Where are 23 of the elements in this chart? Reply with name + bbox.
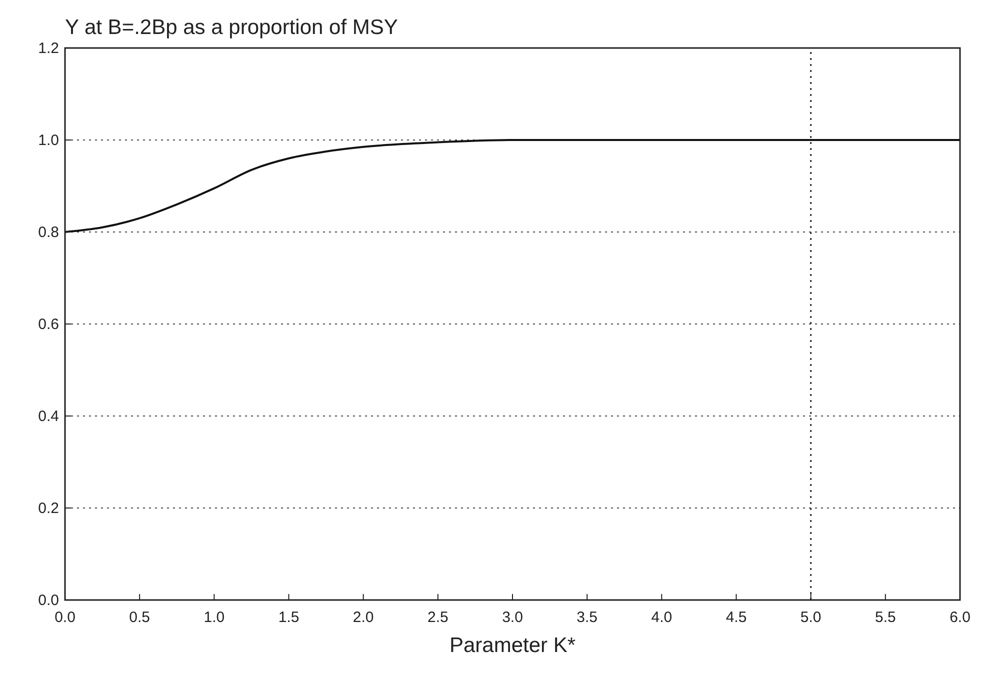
x-tick-label: 4.5 bbox=[726, 609, 747, 626]
y-tick-label: 0.8 bbox=[38, 224, 59, 241]
y-tick-label: 0.0 bbox=[38, 592, 59, 609]
x-tick-label: 2.0 bbox=[352, 609, 374, 626]
line-series bbox=[64, 139, 961, 233]
y-tick-label: 0.4 bbox=[38, 408, 59, 425]
x-tick-label: 3.5 bbox=[576, 609, 598, 626]
chart-title: Y at B=.2Bp as a proportion of MSY bbox=[65, 16, 398, 39]
x-tick-label: 2.5 bbox=[427, 609, 448, 626]
x-tick-label: 4.0 bbox=[651, 609, 672, 626]
x-tick-label: 1.5 bbox=[278, 609, 300, 626]
y-tick-label: 0.2 bbox=[38, 500, 59, 517]
x-tick-label: 3.0 bbox=[502, 609, 523, 626]
x-tick-label: 5.0 bbox=[800, 609, 822, 626]
x-tick-label: 5.5 bbox=[874, 609, 896, 626]
x-axis-title: Parameter K* bbox=[449, 634, 576, 657]
x-tick-label: 6.0 bbox=[950, 609, 970, 626]
x-tick-label: 1.0 bbox=[204, 609, 225, 626]
y-tick-label: 1.0 bbox=[38, 132, 59, 149]
x-tick-label: 0.0 bbox=[54, 609, 76, 626]
y-tick-label: 0.6 bbox=[38, 316, 59, 333]
x-tick-label: 0.5 bbox=[129, 609, 150, 626]
y-tick-label: 1.2 bbox=[38, 40, 59, 57]
